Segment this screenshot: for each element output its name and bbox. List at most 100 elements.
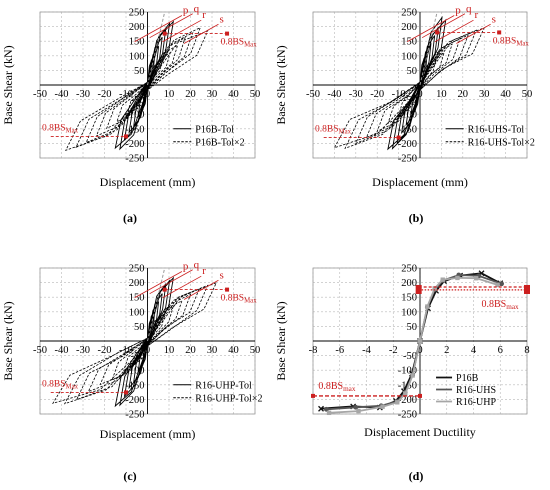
threshold-label-positive: 0.8BSMax	[221, 38, 258, 49]
threshold-marker	[124, 134, 128, 139]
annotation-line-r	[162, 19, 202, 43]
threshold-marker	[497, 30, 502, 35]
legend-label: R16-UHS-Tol	[468, 124, 525, 135]
data-point	[495, 282, 500, 288]
initial-stiffness-line	[147, 267, 166, 342]
y-tick-label: -250	[398, 154, 417, 165]
annotation-label-p: p	[183, 261, 189, 273]
y-axis-title: Base Shear (kN)	[274, 45, 288, 124]
threshold-marker	[311, 393, 315, 398]
chart-panel-4: -8 -6 -4 -2 0 2 4 6 8-250-200-150-100-5050100150…	[274, 264, 530, 439]
y-tick-label: 150	[129, 293, 145, 304]
x-tick-label: 20	[185, 345, 196, 356]
y-tick-label: 200	[401, 22, 417, 33]
annotation-label-r: r	[202, 9, 206, 21]
x-tick-label: 10	[164, 345, 175, 356]
data-point	[353, 404, 359, 410]
panel-label: (a)	[123, 211, 137, 225]
y-tick-label: 250	[401, 8, 417, 19]
y-tick-label: -250	[125, 410, 144, 421]
annotation-label-r: r	[475, 9, 479, 21]
panel-label: (c)	[123, 469, 136, 483]
y-tick-label: 250	[401, 264, 417, 275]
y-tick-label: 150	[401, 293, 417, 304]
x-tick-label: 10	[164, 89, 175, 100]
data-point	[425, 304, 430, 309]
data-point	[356, 408, 361, 414]
annotation-label-s: s	[219, 13, 223, 25]
y-tick-label: 200	[129, 22, 145, 33]
annotation-line-q	[149, 269, 193, 295]
threshold-marker	[418, 393, 422, 398]
y-tick-label: 100	[129, 307, 145, 318]
threshold-label-negative: 0.8BSmax	[318, 381, 356, 393]
annotation-label-q: q	[194, 259, 200, 271]
legend-label: R16-UHS-Tol×2	[468, 137, 535, 148]
annotation-line-q	[149, 13, 193, 39]
data-point	[410, 373, 415, 378]
x-tick-label: 4	[471, 345, 477, 356]
annotation-line-r	[162, 275, 202, 299]
x-tick-label: -40	[55, 345, 69, 356]
x-tick-label: 6	[498, 345, 503, 356]
threshold-marker	[124, 390, 128, 395]
legend-label: R16-UHP	[456, 397, 496, 408]
x-tick-label: 2	[444, 345, 449, 356]
y-tick-label: -50	[403, 351, 417, 362]
x-tick-label: -30	[349, 89, 363, 100]
y-tick-label: 100	[401, 307, 417, 318]
annotation-line-p	[134, 15, 183, 43]
data-point	[417, 338, 423, 344]
chart-panel-2: -50 -40 -30 -20 -10 0 10 20 30 40 50-250-200-150-1…	[274, 3, 535, 189]
threshold-marker	[225, 287, 230, 292]
annotation-line-q	[421, 13, 466, 39]
x-tick-label: 40	[500, 89, 511, 100]
initial-stiffness-line	[419, 11, 438, 86]
y-tick-label: -200	[398, 139, 417, 150]
y-tick-label: 250	[129, 8, 145, 19]
x-tick-label: -2	[389, 345, 398, 356]
threshold-marker	[524, 284, 530, 294]
chart-panel-1: -50 -40 -30 -20 -10 0 10 20 30 40 50-250-200-150-1…	[1, 3, 260, 189]
x-tick-label: -30	[76, 345, 90, 356]
legend-label: P16B-Tol	[195, 124, 234, 135]
data-point	[432, 286, 437, 291]
x-tick-label: 0	[145, 345, 150, 356]
x-tick-label: 8	[524, 345, 529, 356]
x-tick-label: -20	[370, 89, 384, 100]
y-tick-label: 150	[129, 37, 145, 48]
data-point	[318, 405, 324, 412]
y-tick-label: -250	[125, 154, 144, 165]
annotation-line-p	[134, 271, 183, 299]
legend-label: R16-UHP-Tol×2	[195, 393, 262, 404]
y-tick-label: -200	[125, 139, 144, 150]
data-point	[403, 391, 408, 396]
threshold-label-negative: 0.8BSMax	[42, 379, 79, 390]
x-axis-title: Displacement Ductility	[364, 425, 476, 439]
threshold-marker	[162, 31, 167, 36]
y-tick-label: -200	[398, 395, 417, 406]
annotation-label-r: r	[202, 265, 206, 277]
chart-panel-3: -50 -40 -30 -20 -10 0 10 20 30 40 50-250-200-150-1…	[1, 259, 262, 441]
x-tick-label: 20	[185, 89, 196, 100]
initial-stiffness-line	[147, 11, 166, 86]
x-tick-label: -6	[335, 345, 344, 356]
x-tick-label: 40	[228, 345, 239, 356]
data-point	[395, 400, 400, 405]
x-tick-label: -50	[33, 345, 47, 356]
data-point	[440, 277, 445, 282]
x-tick-label: 0	[417, 345, 422, 356]
threshold-label-negative: 0.8BSMax	[42, 123, 79, 134]
threshold-marker	[435, 30, 440, 35]
x-tick-label: 30	[207, 89, 218, 100]
x-tick-label: 30	[207, 345, 218, 356]
x-tick-label: 10	[436, 89, 447, 100]
x-axis-title: Displacement (mm)	[100, 175, 196, 189]
annotation-label-s: s	[492, 13, 496, 25]
x-tick-label: 0	[145, 89, 150, 100]
y-tick-label: 100	[129, 51, 145, 62]
threshold-label-negative: 0.8BSMax	[315, 125, 352, 136]
x-tick-label: 40	[228, 89, 239, 100]
x-tick-label: -8	[309, 345, 318, 356]
x-tick-label: -20	[98, 345, 112, 356]
